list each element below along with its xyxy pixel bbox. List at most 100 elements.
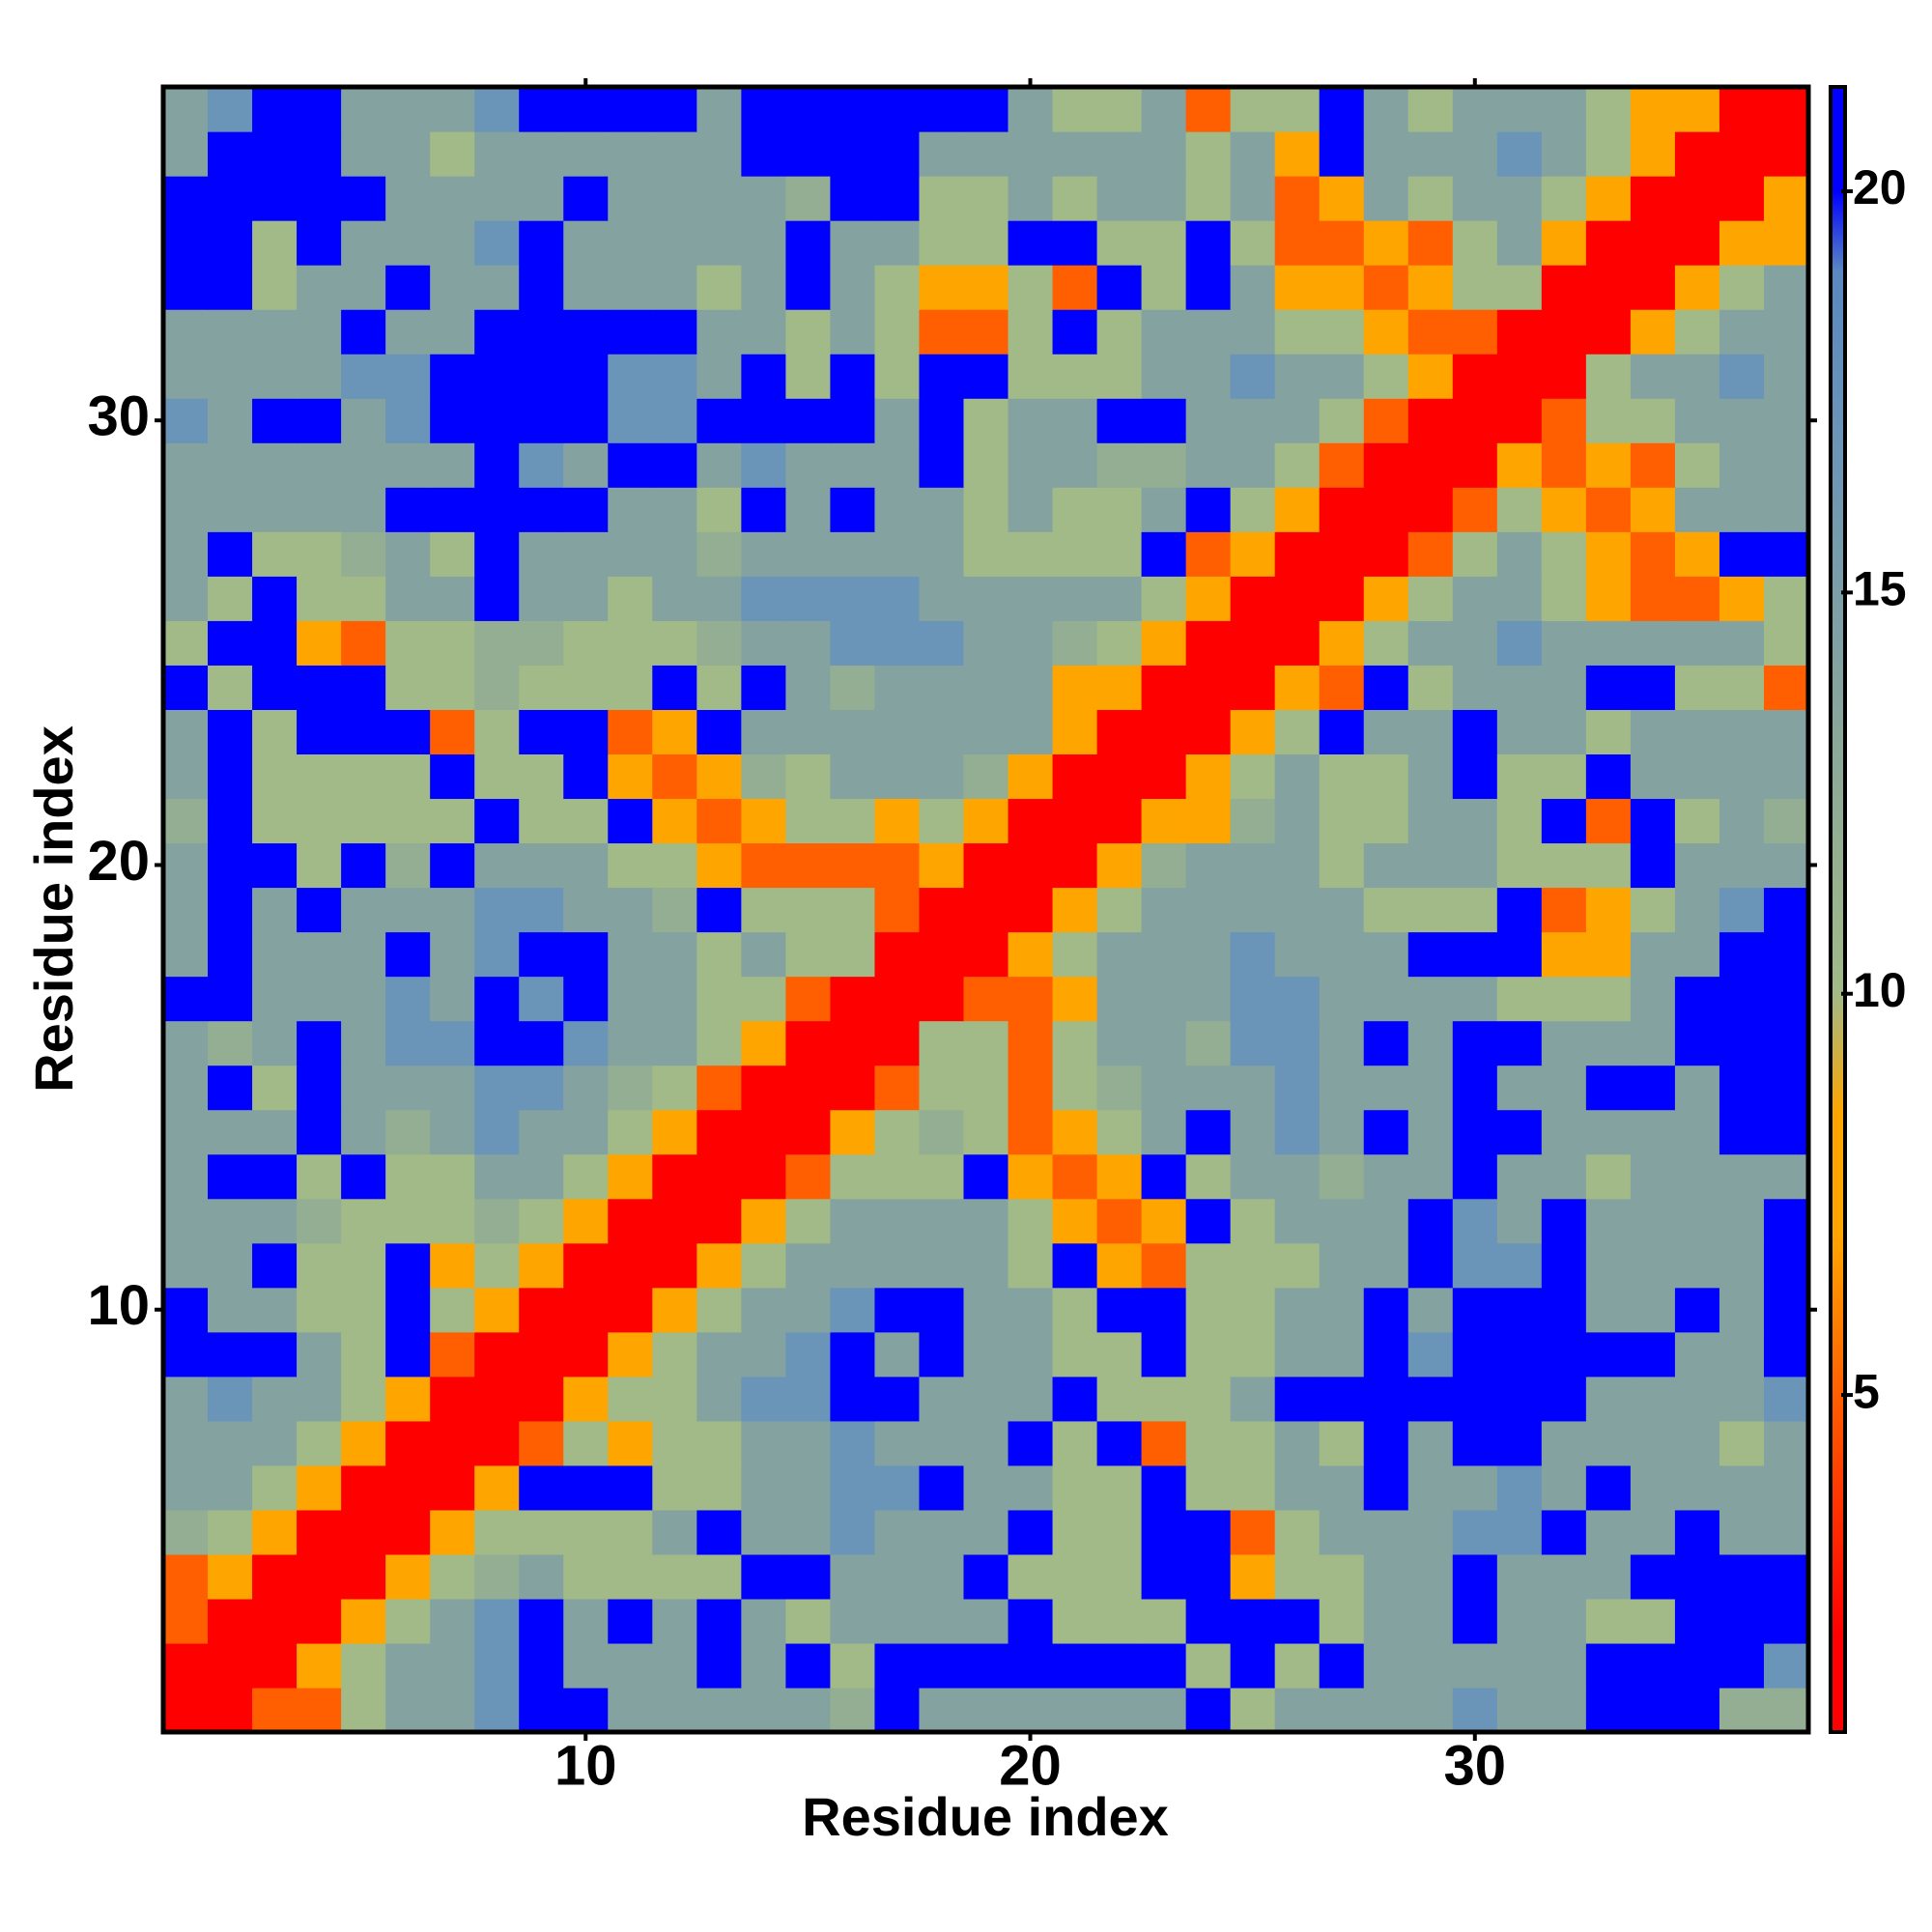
- heatmap-cell: [741, 1420, 786, 1466]
- heatmap-cell: [1585, 1242, 1632, 1289]
- heatmap-cell: [1096, 798, 1143, 844]
- heatmap-cell: [1319, 531, 1365, 577]
- heatmap-cell: [1319, 131, 1365, 177]
- heatmap-cell: [874, 1109, 921, 1155]
- heatmap-cell: [1096, 1376, 1143, 1422]
- heatmap-cell: [1541, 1420, 1587, 1466]
- heatmap-cell: [652, 1553, 697, 1600]
- heatmap-cell: [1052, 1331, 1098, 1378]
- heatmap-cell: [1141, 1553, 1187, 1600]
- heatmap-cell: [1319, 87, 1365, 132]
- heatmap-cell: [297, 442, 342, 488]
- heatmap-cell: [163, 176, 209, 221]
- heatmap-cell: [1008, 354, 1054, 399]
- heatmap-cell: [608, 176, 653, 221]
- heatmap-cell: [741, 887, 786, 933]
- heatmap-cell: [563, 887, 609, 933]
- heatmap-cell: [608, 665, 653, 710]
- heatmap-cell: [1674, 531, 1720, 577]
- heatmap-cell: [919, 1464, 965, 1511]
- heatmap-cell: [652, 309, 697, 355]
- heatmap-cell: [1096, 576, 1143, 621]
- heatmap-cell: [1630, 487, 1676, 532]
- heatmap-cell: [1052, 753, 1098, 800]
- heatmap-cell: [652, 1198, 697, 1244]
- heatmap-cell: [297, 842, 342, 889]
- heatmap-cell: [1630, 1687, 1676, 1733]
- heatmap-cell: [252, 976, 298, 1022]
- heatmap-cell: [1719, 531, 1765, 577]
- heatmap-cell: [474, 1376, 520, 1422]
- heatmap-cell: [430, 576, 475, 621]
- heatmap-cell: [1274, 1464, 1321, 1511]
- heatmap-cell: [652, 576, 697, 621]
- heatmap-cell: [1496, 1553, 1543, 1600]
- heatmap-cell: [830, 1065, 876, 1111]
- heatmap-cell: [1141, 1598, 1187, 1644]
- heatmap-cell: [652, 1509, 697, 1555]
- heatmap-cell: [1141, 753, 1187, 800]
- heatmap-cell: [1363, 1287, 1409, 1333]
- heatmap-cell: [696, 753, 742, 800]
- heatmap-cell: [874, 220, 921, 266]
- heatmap-cell: [341, 842, 386, 889]
- heatmap-cell: [1630, 1020, 1676, 1066]
- heatmap-cell: [696, 931, 742, 978]
- heatmap-cell: [1541, 354, 1587, 399]
- heatmap-cell: [1230, 398, 1276, 443]
- heatmap-cell: [874, 887, 921, 933]
- heatmap-cell: [741, 1287, 786, 1333]
- heatmap-cell: [1585, 176, 1632, 221]
- heatmap-cell: [208, 1376, 253, 1422]
- heatmap-cell: [1585, 487, 1632, 532]
- heatmap-cell: [919, 1198, 965, 1244]
- heatmap-cell: [1141, 354, 1187, 399]
- heatmap-cell: [1452, 753, 1498, 800]
- heatmap-cell: [208, 1065, 253, 1111]
- heatmap-cell: [696, 1687, 742, 1733]
- heatmap-cell: [252, 931, 298, 978]
- heatmap-cell: [652, 1153, 697, 1200]
- heatmap-cell: [830, 1287, 876, 1333]
- heatmap-cell: [652, 709, 697, 755]
- heatmap-cell: [1719, 442, 1765, 488]
- heatmap-cell: [1496, 976, 1543, 1022]
- heatmap-cell: [1719, 1331, 1765, 1378]
- heatmap-cell: [1630, 1553, 1676, 1600]
- heatmap-cell: [608, 442, 653, 488]
- colorbar-tick-label: 5: [1853, 1364, 1880, 1418]
- heatmap-cell: [1763, 753, 1809, 800]
- heatmap-cell: [1763, 1109, 1809, 1155]
- heatmap-cell: [830, 398, 876, 443]
- heatmap-cell: [1496, 1464, 1543, 1511]
- heatmap-cell: [652, 354, 697, 399]
- heatmap-cell: [1185, 1376, 1232, 1422]
- heatmap-cell: [652, 620, 697, 666]
- heatmap-cell: [919, 1376, 965, 1422]
- heatmap-cell: [1008, 131, 1054, 177]
- heatmap-cell: [1407, 487, 1454, 532]
- heatmap-cell: [563, 1687, 609, 1733]
- heatmap-cell: [474, 531, 520, 577]
- heatmap-cell: [1719, 1287, 1765, 1333]
- heatmap-cell: [1096, 531, 1143, 577]
- heatmap-cell: [1452, 1242, 1498, 1289]
- heatmap-cell: [1585, 1287, 1632, 1333]
- heatmap-cell: [1496, 1198, 1543, 1244]
- heatmap-cell: [474, 398, 520, 443]
- heatmap-cell: [297, 1598, 342, 1644]
- heatmap-cell: [474, 265, 520, 310]
- heatmap-cell: [963, 87, 1009, 132]
- heatmap-cell: [430, 176, 475, 221]
- heatmap-cell: [474, 1065, 520, 1111]
- heatmap-cell: [1452, 1198, 1498, 1244]
- heatmap-cell: [696, 709, 742, 755]
- heatmap-cell: [741, 442, 786, 488]
- heatmap-cell: [563, 1242, 609, 1289]
- heatmap-cell: [1674, 87, 1720, 132]
- heatmap-cell: [741, 398, 786, 443]
- heatmap-cell: [741, 1020, 786, 1066]
- heatmap-cell: [1363, 1420, 1409, 1466]
- heatmap-cell: [1230, 87, 1276, 132]
